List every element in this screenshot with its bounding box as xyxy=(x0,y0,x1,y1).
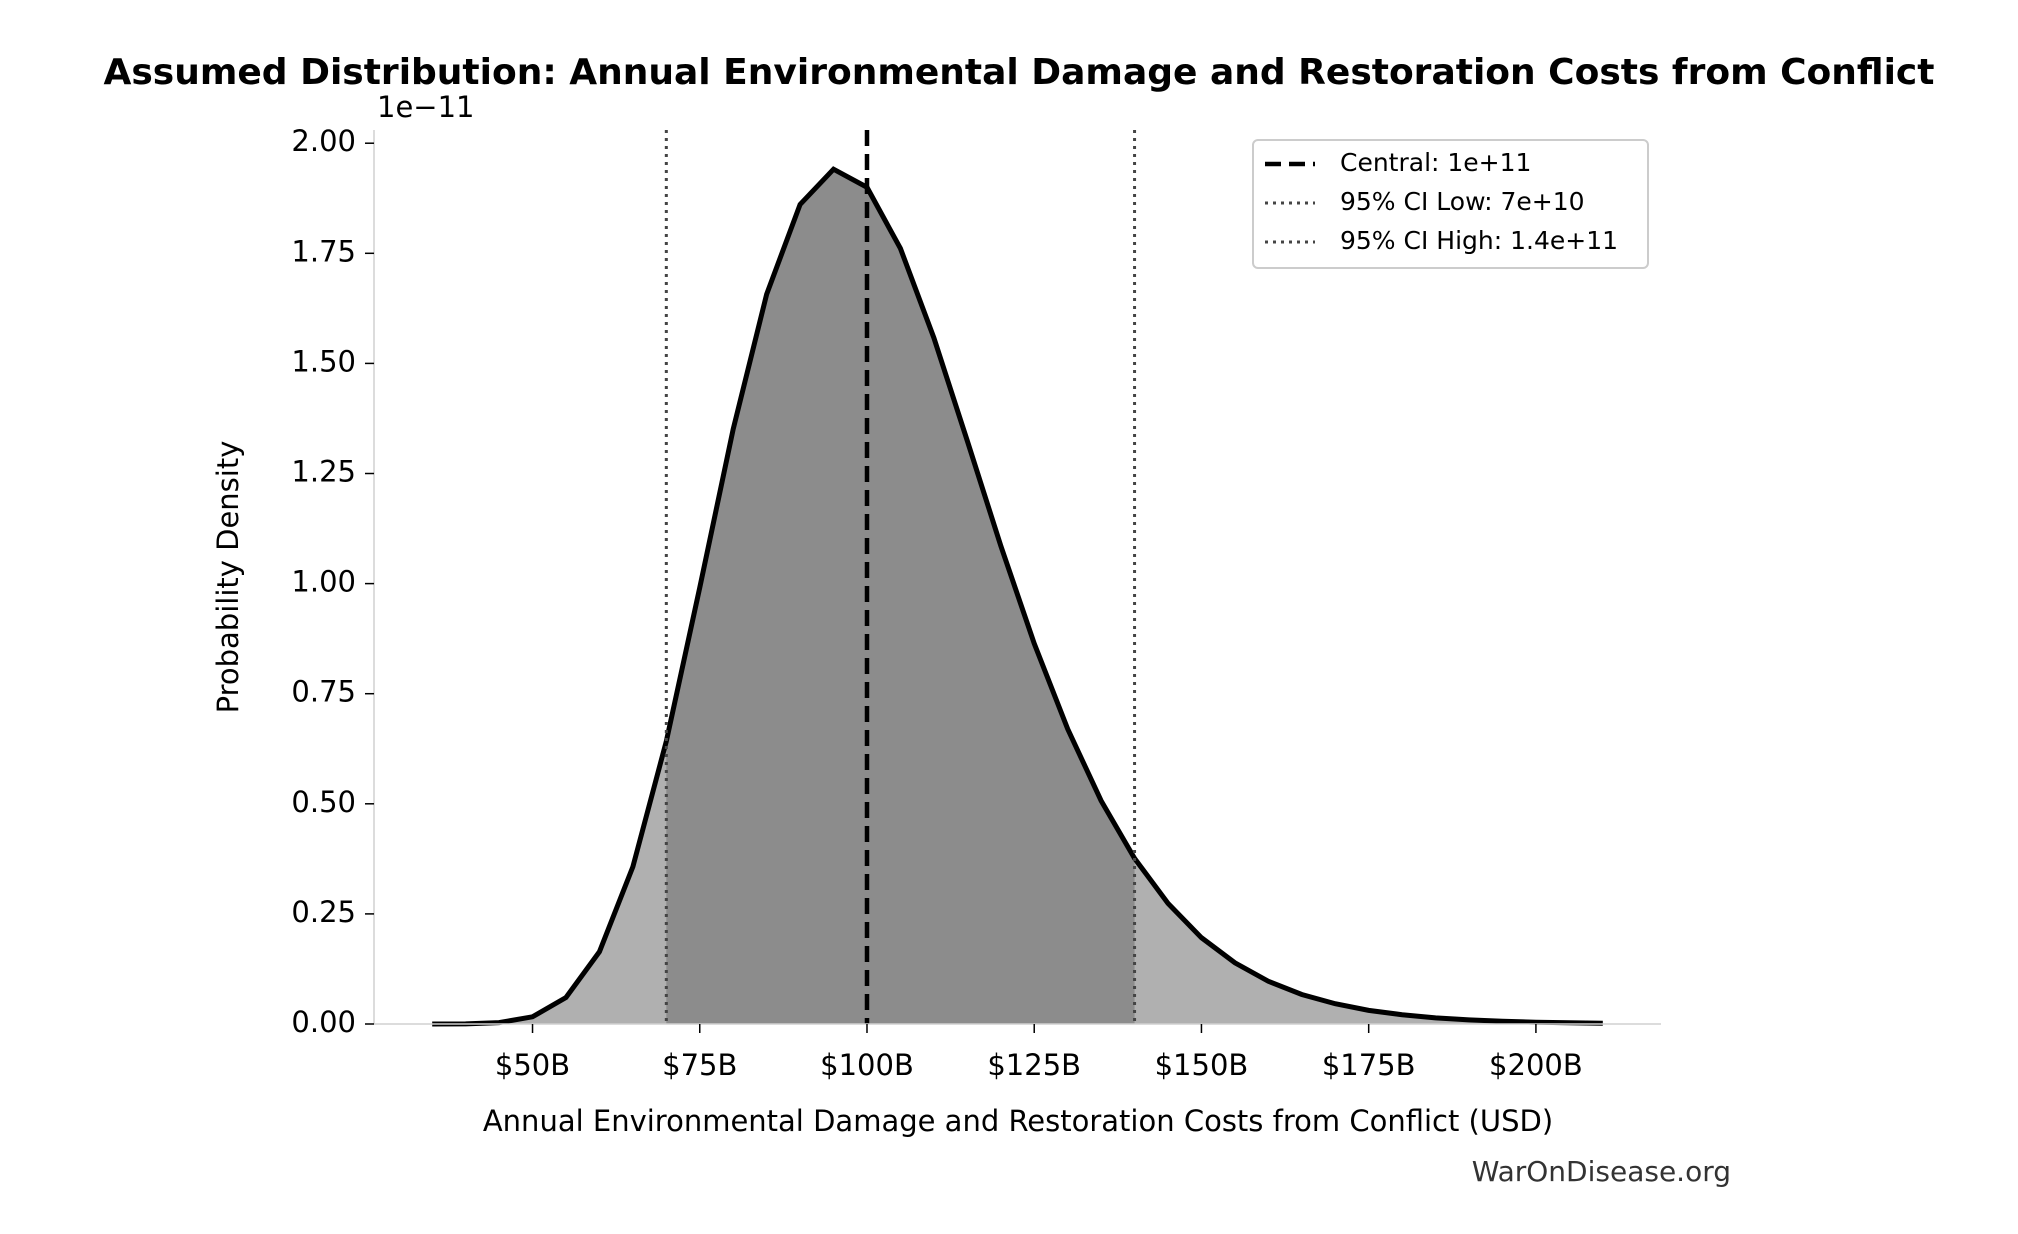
y-axis-label: Probability Density xyxy=(211,441,245,714)
x-tick-label: $200B xyxy=(1489,1048,1583,1082)
chart-title: Assumed Distribution: Annual Environment… xyxy=(104,52,1935,93)
y-offset-label: 1e−11 xyxy=(377,90,475,124)
y-tick-label: 1.50 xyxy=(291,344,356,378)
ci-area xyxy=(666,169,1135,1024)
legend-label: 95% CI High: 1.4e+11 xyxy=(1340,226,1618,255)
legend-label: Central: 1e+11 xyxy=(1340,148,1531,177)
x-tick-label: $100B xyxy=(820,1048,914,1082)
y-tick-label: 1.00 xyxy=(291,565,356,599)
y-tick-label: 1.25 xyxy=(291,455,356,489)
x-tick-label: $125B xyxy=(987,1048,1081,1082)
y-tick-label: 0.25 xyxy=(291,895,356,929)
y-tick-label: 1.75 xyxy=(291,234,356,268)
watermark: WarOnDisease.org xyxy=(1472,1155,1731,1188)
legend-box xyxy=(1252,139,1649,269)
x-tick-label: $75B xyxy=(662,1048,737,1082)
y-tick-label: 0.75 xyxy=(291,675,356,709)
x-tick-label: $175B xyxy=(1322,1048,1416,1082)
y-tick-label: 2.00 xyxy=(291,124,356,158)
x-axis-label: Annual Environmental Damage and Restorat… xyxy=(483,1104,1553,1138)
x-tick-label: $150B xyxy=(1155,1048,1249,1082)
x-tick-label: $50B xyxy=(495,1048,570,1082)
density-curve xyxy=(432,166,1603,1027)
y-tick-label: 0.50 xyxy=(291,785,356,819)
y-tick-label: 0.00 xyxy=(291,1005,356,1039)
legend-label: 95% CI Low: 7e+10 xyxy=(1340,187,1585,216)
